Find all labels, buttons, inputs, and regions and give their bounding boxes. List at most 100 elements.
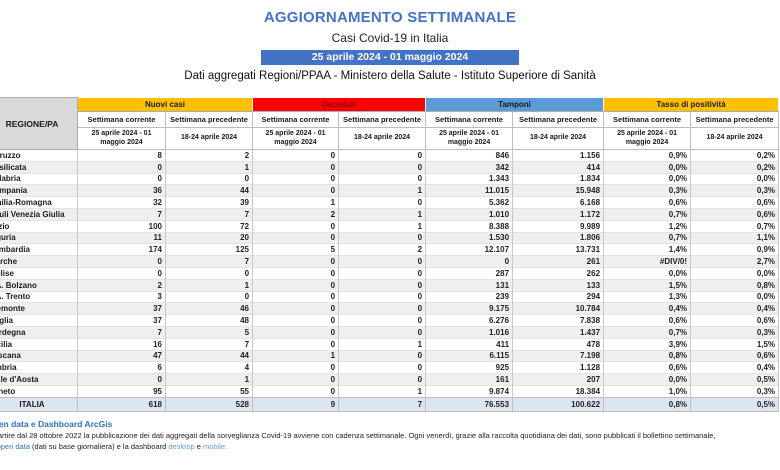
cell-tasso-precedente: 2,7%: [690, 255, 780, 268]
region-name: Campania: [0, 184, 78, 197]
cell-tamponi-precedente: 18.384: [512, 384, 605, 398]
cell-tamponi-precedente: 294: [512, 290, 605, 303]
period-current-label: 25 aprile 2024 - 01 maggio 2024: [252, 127, 340, 150]
totals-label: ITALIA: [0, 396, 78, 412]
table-row: Liguria 11 20 0 0 1.530 1.806 0,7% 1,1%: [0, 231, 780, 244]
cell-tasso-corrente: 1,0%: [603, 384, 692, 398]
period-previous-label: 18-24 aprile 2024: [338, 127, 427, 150]
cell-deceduti-precedente: 0: [338, 231, 427, 244]
cell-tamponi-precedente: 13.731: [512, 243, 605, 256]
region-name: Puglia: [0, 314, 78, 327]
cell-tamponi-corrente: 9.175: [425, 302, 514, 315]
cell-deceduti-corrente: 0: [252, 314, 340, 327]
cell-nuovi-casi-precedente: 46: [164, 302, 254, 315]
covid-table: REGIONE/PA Nuovi casi Deceduti Tamponi T…: [0, 97, 780, 412]
cell-tasso-precedente: 0,7%: [690, 219, 780, 233]
cell-deceduti-precedente: 0: [338, 349, 427, 362]
cell-tasso-precedente: 0,5%: [690, 373, 780, 386]
cell-tasso-precedente: 0,2%: [690, 149, 780, 162]
table-row: Basilicata 0 1 0 0 342 414 0,0% 0,2%: [0, 160, 780, 174]
table-row: Valle d'Aosta 0 1 0 0 161 207 0,0% 0,5%: [0, 373, 780, 386]
cell-tasso-corrente: 0,6%: [603, 314, 692, 327]
cell-deceduti-corrente: 0: [252, 337, 340, 351]
cell-nuovi-casi-precedente: 48: [164, 314, 254, 327]
cell-nuovi-casi-corrente: 95: [77, 384, 166, 398]
footer-text-line2: gli open data (dati su base giornaliera)…: [0, 441, 780, 453]
region-name: Lombardia: [0, 243, 78, 256]
mobile-link[interactable]: mobile.: [203, 442, 228, 452]
cell-deceduti-precedente: 0: [338, 361, 427, 374]
period-previous-label: 18-24 aprile 2024: [512, 127, 605, 150]
cell-deceduti-precedente: 0: [338, 255, 427, 268]
cell-nuovi-casi-precedente: 44: [164, 184, 254, 197]
cell-tamponi-corrente: 6.276: [425, 314, 514, 327]
cell-tamponi-corrente: 1.010: [425, 207, 514, 221]
table-row: Lombardia 174 125 5 2 12.107 13.731 1,4%…: [0, 243, 780, 256]
cell-deceduti-corrente: 5: [252, 243, 340, 256]
subheader-settimana-corrente: Settimana corrente: [77, 111, 166, 128]
cell-tasso-corrente: 0,7%: [603, 325, 692, 339]
cell-tasso-corrente: 0,0%: [603, 373, 692, 386]
cell-tasso-corrente: 3,9%: [603, 337, 692, 351]
cell-deceduti-precedente: 0: [338, 278, 427, 292]
cell-deceduti-corrente: 0: [252, 172, 340, 185]
table-row: Umbria 6 4 0 0 925 1.128 0,6% 0,4%: [0, 361, 780, 374]
period-current-label: 25 aprile 2024 - 01 maggio 2024: [603, 127, 692, 150]
cell-tamponi-precedente: 1.156: [512, 149, 605, 162]
cell-nuovi-casi-corrente: 2: [77, 278, 166, 292]
cell-tasso-precedente: 0,6%: [690, 196, 780, 209]
cell-nuovi-casi-precedente: 0: [164, 290, 254, 303]
group-header-tasso-positivita: Tasso di positività: [603, 97, 780, 112]
cell-tasso-corrente: 0,0%: [603, 160, 692, 174]
cell-tasso-precedente: 0,6%: [690, 314, 780, 327]
cell-tamponi-precedente: 261: [512, 255, 605, 268]
cell-tasso-corrente: 1,3%: [603, 290, 692, 303]
cell-nuovi-casi-corrente: 7: [77, 325, 166, 339]
region-name: Valle d'Aosta: [0, 373, 78, 386]
cell-tamponi-corrente: 411: [425, 337, 514, 351]
cell-tamponi-precedente: 133: [512, 278, 605, 292]
cell-deceduti-precedente: 0: [338, 290, 427, 303]
subheader-settimana-corrente: Settimana corrente: [252, 111, 340, 128]
cell-tasso-precedente: 0,3%: [690, 325, 780, 339]
cell-tasso-precedente: 0,4%: [690, 361, 780, 374]
cell-tamponi-corrente: 287: [425, 266, 514, 280]
table-row: Lazio 100 72 0 1 8.388 9.989 1,2% 0,7%: [0, 219, 780, 233]
region-name: Veneto: [0, 384, 78, 398]
cell-deceduti-corrente: 1: [252, 196, 340, 209]
cell-nuovi-casi-corrente: 37: [77, 314, 166, 327]
cell-deceduti-precedente: 1: [338, 384, 427, 398]
region-name: Abruzzo: [0, 149, 78, 162]
cell-nuovi-casi-corrente: 47: [77, 349, 166, 362]
cell-tasso-corrente: 1,4%: [603, 243, 692, 256]
cell-nuovi-casi-corrente: 174: [77, 243, 166, 256]
cell-nuovi-casi-corrente: 7: [77, 207, 166, 221]
cell-nuovi-casi-corrente: 6: [77, 361, 166, 374]
cell-tasso-precedente: 0,3%: [690, 184, 780, 197]
cell-deceduti-corrente: 0: [252, 384, 340, 398]
cell-deceduti-corrente: 0: [252, 325, 340, 339]
cell-nuovi-casi-precedente: 5: [164, 325, 254, 339]
cell-nuovi-casi-precedente: 125: [164, 243, 254, 256]
total-nuovi-casi-precedente: 528: [164, 396, 254, 412]
cell-tamponi-corrente: 5.362: [425, 196, 514, 209]
desktop-link[interactable]: desktop: [168, 442, 195, 452]
cell-deceduti-corrente: 0: [252, 266, 340, 280]
group-header-deceduti: Deceduti: [252, 97, 427, 112]
cell-deceduti-precedente: 0: [338, 325, 427, 339]
region-name: P.A. Bolzano: [0, 278, 78, 292]
cell-nuovi-casi-corrente: 11: [77, 231, 166, 244]
cell-tasso-corrente: 0,9%: [603, 149, 692, 162]
cell-tamponi-corrente: 1.016: [425, 325, 514, 339]
cell-nuovi-casi-precedente: 1: [164, 278, 254, 292]
cell-deceduti-corrente: 0: [252, 219, 340, 233]
total-tasso-corrente: 0,8%: [603, 396, 692, 412]
cell-deceduti-corrente: 0: [252, 361, 340, 374]
cell-nuovi-casi-corrente: 16: [77, 337, 166, 351]
cell-deceduti-precedente: 0: [338, 172, 427, 185]
cell-nuovi-casi-precedente: 44: [164, 349, 254, 362]
table-row: P.A. Bolzano 2 1 0 0 131 133 1,5% 0,8%: [0, 278, 780, 292]
cell-nuovi-casi-precedente: 72: [164, 219, 254, 233]
cell-tasso-corrente: #DIV/0!: [603, 255, 692, 268]
open-data-link[interactable]: open data: [0, 442, 30, 452]
